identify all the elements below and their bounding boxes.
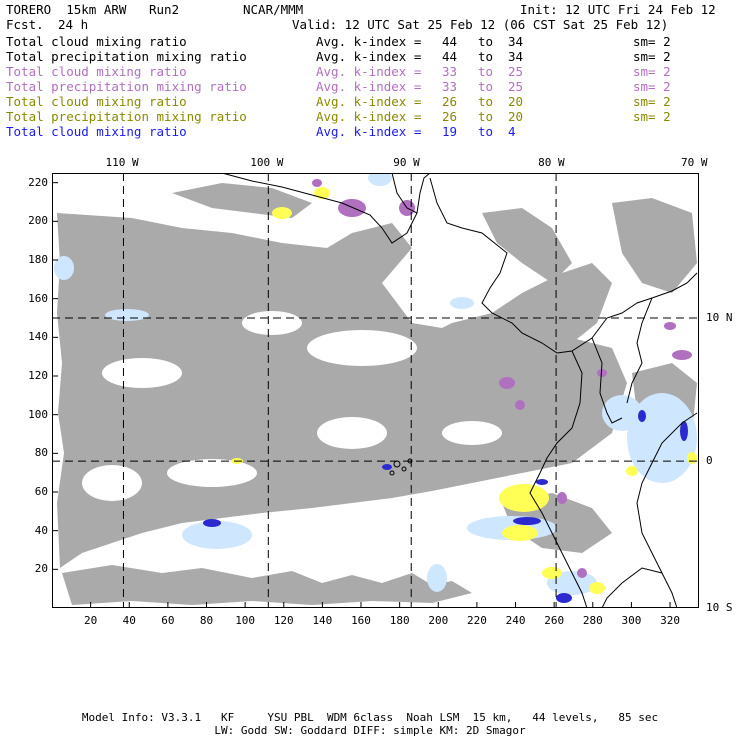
- x-tick-label: 140: [312, 614, 333, 627]
- legend-kindex-to: 20: [508, 94, 524, 109]
- legend-kindex-from: 44: [442, 49, 458, 64]
- legend-smoothing: sm= 2: [633, 64, 671, 79]
- legend-kindex-to-word: to: [478, 94, 494, 109]
- legend-kindex-label: Avg. k-index =: [316, 64, 429, 79]
- legend-kindex-to: 4: [508, 124, 516, 139]
- legend-kindex-to: 34: [508, 49, 524, 64]
- x-tick-label: 160: [351, 614, 371, 627]
- legend-kindex-to-word: to: [478, 49, 494, 64]
- longitude-label: 70 W: [681, 156, 708, 169]
- organization: NCAR/MMM: [243, 2, 304, 17]
- legend-smoothing: sm= 2: [633, 79, 671, 94]
- y-tick-label: 200: [28, 214, 48, 228]
- legend-smoothing: sm= 2: [633, 34, 671, 49]
- plot-frame: [52, 173, 699, 608]
- y-tick-label: 60: [34, 485, 48, 498]
- x-tick-label: 40: [122, 614, 136, 627]
- y-tick-label: 40: [34, 523, 48, 537]
- physics-info: LW: Godd SW: Goddard DIFF: simple KM: 2D…: [214, 724, 526, 737]
- latitude-label: 10 S: [706, 601, 733, 614]
- legend-row: Total precipitation mixing ratio Avg. k-i…: [6, 79, 731, 94]
- legend-kindex-from: 26: [442, 94, 458, 109]
- legend-kindex-to: 25: [508, 79, 524, 94]
- legend-smoothing: sm= 2: [633, 49, 671, 64]
- legend-kindex-to-word: to: [478, 124, 494, 139]
- legend-kindex-to: 25: [508, 64, 524, 79]
- x-tick-label: 260: [544, 614, 565, 627]
- legend-smoothing: sm= 2: [633, 109, 671, 124]
- legend-kindex-label: Avg. k-index =: [316, 49, 429, 64]
- legend-kindex-to: 20: [508, 109, 524, 124]
- legend-kindex-to-word: to: [478, 34, 494, 49]
- x-tick-label: 200: [428, 614, 449, 627]
- cloud-blue: [203, 410, 688, 603]
- y-tick-label: 20: [34, 562, 48, 576]
- x-tick-label: 220: [466, 614, 487, 627]
- map-plot: [52, 173, 699, 608]
- legend-row: Total precipitation mixing ratio Avg. k-i…: [6, 109, 731, 124]
- legend-field: Total precipitation mixing ratio: [6, 49, 247, 64]
- x-tick-label: 60: [161, 614, 175, 627]
- legend-field: Total cloud mixing ratio: [6, 94, 187, 109]
- precip-violet: [312, 179, 692, 578]
- longitude-label: 100 W: [250, 156, 284, 169]
- legend-kindex-from: 33: [442, 64, 458, 79]
- model-info: Model Info: V3.3.1 KF YSU PBL WDM 6class…: [81, 711, 659, 724]
- legend-kindex-from: 44: [442, 34, 458, 49]
- legend-row: Total cloud mixing ratio Avg. k-index = 3…: [6, 64, 731, 79]
- x-tick-label: 240: [505, 614, 526, 627]
- legend-smoothing: sm= 2: [633, 94, 671, 109]
- model-title: TORERO 15km ARW Run2: [6, 2, 180, 17]
- clear-sky-patches: [82, 311, 502, 553]
- x-tick-label: 20: [84, 614, 98, 627]
- legend-row: Total cloud mixing ratio Avg. k-index = 4…: [6, 34, 731, 49]
- legend-kindex-from: 33: [442, 79, 458, 94]
- longitude-label: 110 W: [105, 156, 139, 169]
- forecast-hour: 24 h: [58, 17, 89, 32]
- legend-kindex-to-word: to: [478, 79, 494, 94]
- legend-kindex-from: 26: [442, 109, 458, 124]
- legend-kindex-to-word: to: [478, 109, 494, 124]
- y-tick-label: 120: [28, 369, 48, 382]
- legend-kindex-label: Avg. k-index =: [316, 109, 429, 124]
- axis-ticks: [52, 182, 671, 608]
- legend-kindex-from: 19: [442, 124, 458, 139]
- x-tick-label: 320: [660, 614, 680, 627]
- longitude-label: 90 W: [393, 156, 420, 169]
- legend-kindex-to-word: to: [478, 64, 494, 79]
- forecast-label: Fcst.: [6, 17, 44, 32]
- x-tick-label: 300: [621, 614, 642, 627]
- legend-field: Total cloud mixing ratio: [6, 34, 187, 49]
- y-tick-label: 140: [28, 330, 48, 344]
- y-tick-label: 180: [28, 253, 48, 266]
- legend-field: Total precipitation mixing ratio: [6, 79, 247, 94]
- legend-kindex-label: Avg. k-index =: [316, 124, 429, 139]
- y-tick-label: 80: [34, 446, 48, 460]
- y-tick-label: 100: [28, 407, 48, 421]
- x-tick-label: 280: [582, 614, 603, 627]
- legend-row: Total cloud mixing ratio Avg. k-index = 2…: [6, 94, 731, 109]
- x-tick-label: 80: [199, 614, 214, 627]
- legend-kindex-to: 34: [508, 34, 524, 49]
- legend-kindex-label: Avg. k-index =: [316, 34, 429, 49]
- x-tick-label: 100: [235, 614, 256, 627]
- init-time: Init: 12 UTC Fri 24 Feb 12: [520, 2, 716, 17]
- valid-time: Valid: 12 UTC Sat 25 Feb 12 (06 CST Sat …: [292, 17, 669, 32]
- longitude-label: 80 W: [538, 156, 565, 169]
- y-tick-label: 160: [28, 291, 48, 305]
- legend-field: Total cloud mixing ratio: [6, 64, 187, 79]
- latitude-label: 10 N: [706, 311, 733, 324]
- legend-field: Total precipitation mixing ratio: [6, 109, 247, 124]
- x-tick-label: 180: [389, 614, 410, 627]
- y-tick-label: 220: [28, 175, 48, 189]
- legend-kindex-label: Avg. k-index =: [316, 79, 429, 94]
- legend-kindex-label: Avg. k-index =: [316, 94, 429, 109]
- legend-row: Total precipitation mixing ratio Avg. k-i…: [6, 49, 731, 64]
- legend-row: Total cloud mixing ratio Avg. k-index = 1…: [6, 124, 731, 139]
- legend-field: Total cloud mixing ratio: [6, 124, 187, 139]
- latitude-label: 0: [706, 454, 713, 468]
- latlon-grid: [52, 173, 699, 608]
- x-tick-label: 120: [273, 614, 294, 627]
